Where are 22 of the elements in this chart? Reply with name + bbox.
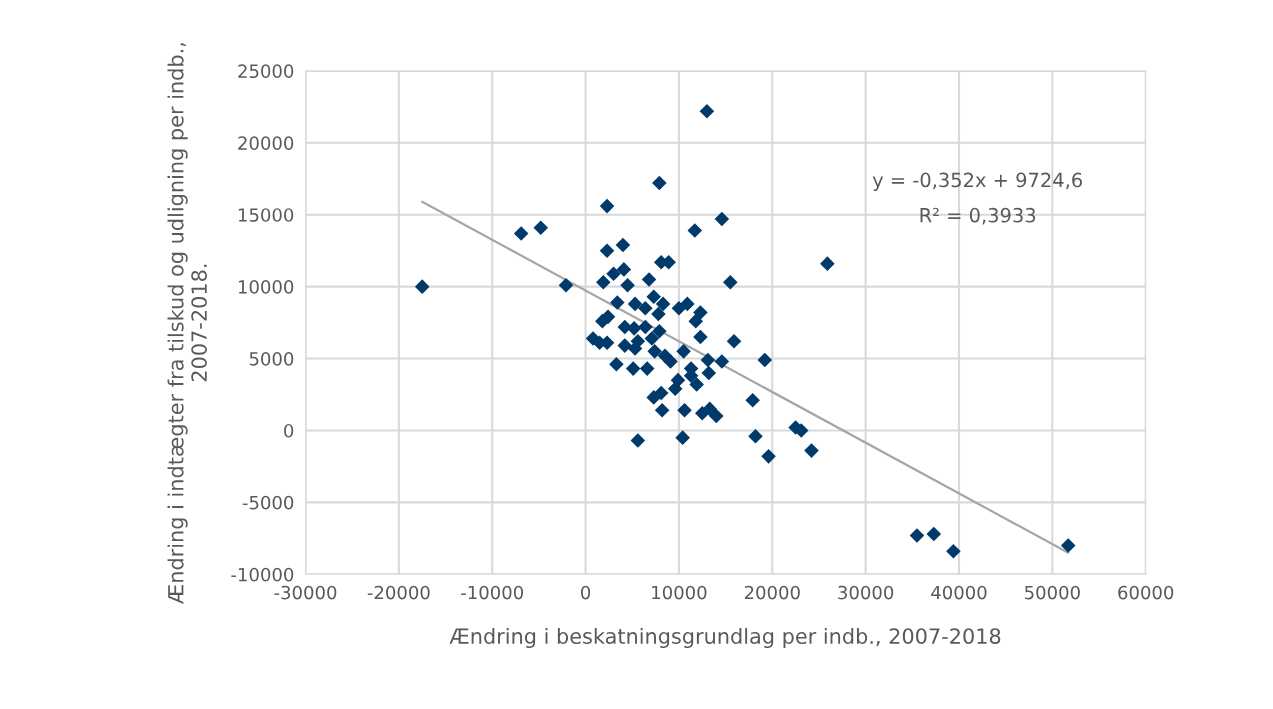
x-tick-label: 30000 bbox=[838, 585, 894, 600]
y-tick-label: 25000 bbox=[238, 64, 294, 79]
y-tick-label: 10000 bbox=[238, 280, 294, 294]
y-axis-title: Ændring i indtægter fra tilskud og udligning per indb., 2007-2018. bbox=[167, 43, 207, 604]
y-tick-label: -10000 bbox=[231, 567, 294, 582]
y-tick-label: 15000 bbox=[238, 208, 294, 222]
x-tick-label: 10000 bbox=[652, 585, 707, 600]
x-tick-label: -10000 bbox=[461, 585, 523, 600]
x-tick-label: -30000 bbox=[274, 585, 337, 600]
x-tick-label: -20000 bbox=[367, 585, 430, 600]
x-tick-label: 0 bbox=[581, 585, 591, 600]
x-tick-label: 60000 bbox=[1118, 585, 1174, 600]
x-tick-label: 50000 bbox=[1025, 585, 1080, 600]
x-axis-title: Ændring i beskatningsgrundlag per indb., 2007-2018 bbox=[449, 627, 1001, 649]
x-tick-label: 20000 bbox=[744, 585, 800, 600]
y-tick-label: 20000 bbox=[238, 136, 294, 150]
annotation: y = -0,352x + 9724,6 bbox=[872, 172, 1082, 192]
y-tick-label: -5000 bbox=[242, 495, 294, 510]
y-tick-label: 0 bbox=[284, 423, 294, 438]
x-tick-label: 40000 bbox=[931, 585, 987, 600]
y-tick-label: 5000 bbox=[249, 352, 294, 366]
annotation: R² = 0,3933 bbox=[920, 207, 1036, 225]
